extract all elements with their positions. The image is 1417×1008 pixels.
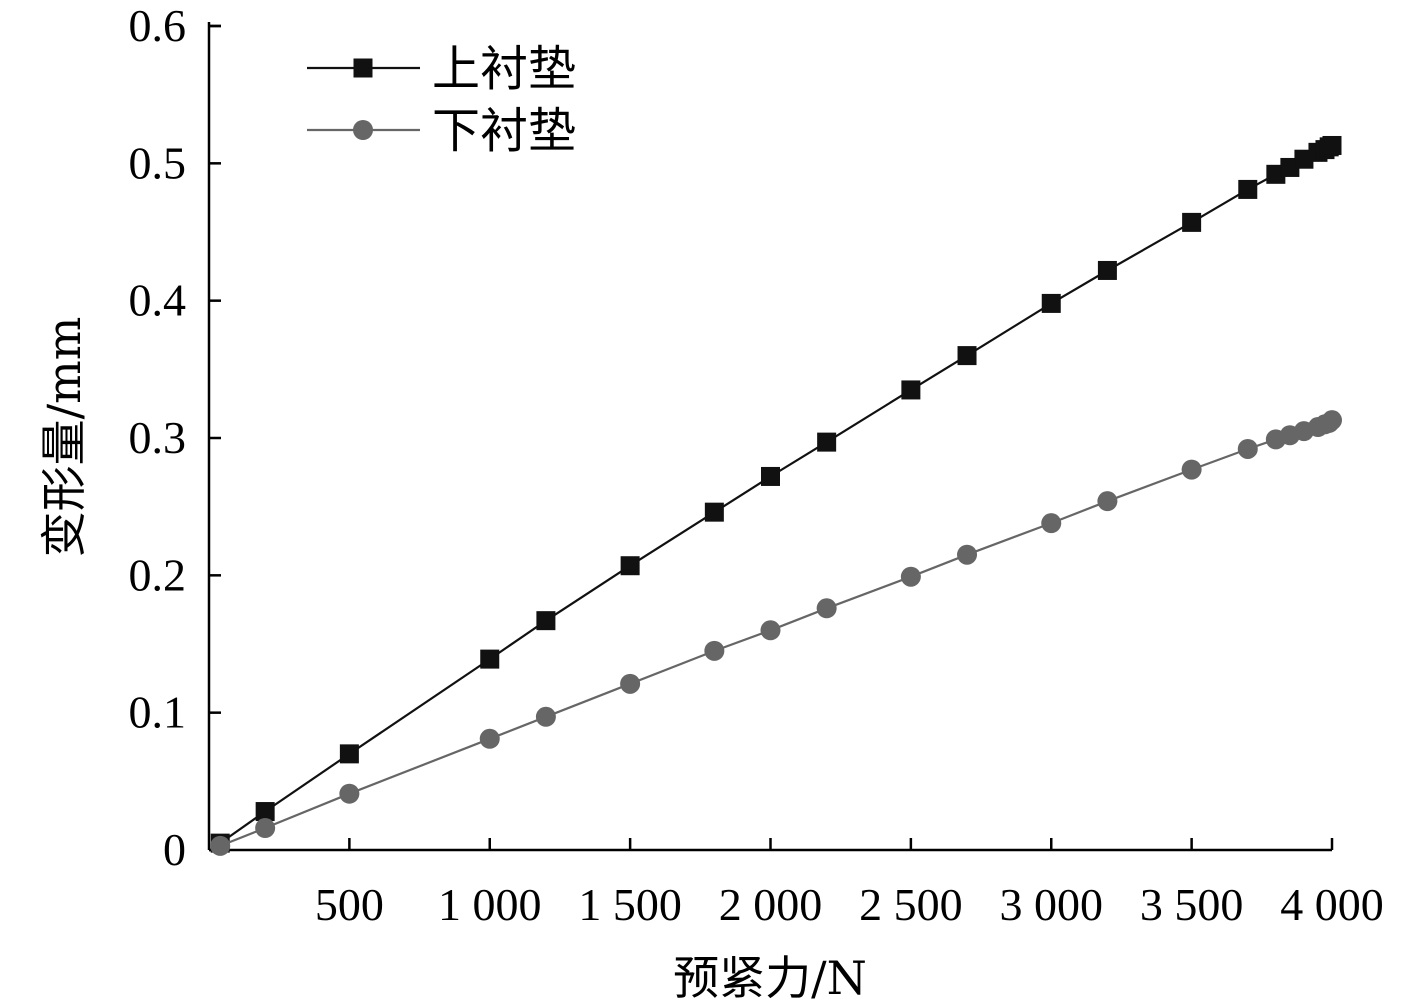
data-point — [1097, 491, 1118, 512]
series-2 — [210, 410, 1342, 856]
data-point — [1322, 410, 1342, 431]
data-point — [900, 566, 921, 587]
x-tick-label: 2 000 — [719, 879, 823, 930]
x-tick-label: 4 000 — [1280, 879, 1384, 930]
y-tick-label: 0.1 — [129, 687, 187, 738]
series-line — [219, 144, 1333, 844]
legend-square-marker — [353, 58, 373, 78]
data-point — [255, 802, 275, 822]
data-point — [761, 466, 780, 486]
data-point — [1181, 459, 1202, 480]
legend-item-2: 下衬垫 — [307, 103, 576, 159]
y-tick-label: 0.3 — [129, 412, 187, 463]
data-point — [704, 502, 724, 522]
y-tick-label: 0 — [163, 824, 186, 875]
data-point — [1097, 260, 1117, 280]
data-point — [210, 835, 231, 856]
data-point — [817, 432, 837, 452]
data-point — [339, 744, 359, 764]
x-axis-title: 预紧力/N — [673, 951, 867, 1005]
x-tick-label: 2 500 — [859, 879, 963, 930]
x-tick-label: 3 000 — [1000, 879, 1104, 930]
y-axis-title: 变形量/mm — [37, 317, 91, 558]
legend-label: 下衬垫 — [432, 103, 576, 159]
y-tick-label: 0.6 — [129, 0, 187, 51]
axes: 0 0.1 0.2 0.3 0.4 0.5 0.6 500 1 000 1 500 2 000 2 5… — [129, 0, 1384, 930]
y-tick-label: 0.4 — [129, 275, 187, 326]
data-point — [760, 620, 781, 641]
data-point — [1322, 135, 1342, 155]
data-point — [480, 649, 500, 669]
data-point — [901, 380, 921, 400]
x-tick-label: 1 500 — [578, 879, 682, 930]
legend-label: 上衬垫 — [432, 41, 576, 97]
data-point — [620, 673, 641, 694]
series-1 — [210, 135, 1342, 853]
data-point — [957, 346, 977, 366]
data-point — [1182, 212, 1202, 232]
data-point — [339, 783, 360, 804]
x-tick-label: 500 — [315, 879, 384, 930]
legend-item-1: 上衬垫 — [307, 41, 576, 97]
y-tick-label: 0.5 — [129, 137, 187, 188]
data-point — [620, 556, 640, 576]
data-point — [957, 544, 978, 565]
data-point — [535, 706, 556, 727]
x-tick-label: 1 000 — [438, 879, 542, 930]
data-point — [816, 598, 837, 619]
legend-circle-marker — [353, 120, 373, 140]
data-point — [536, 611, 556, 631]
data-point — [1041, 513, 1062, 534]
data-point — [255, 818, 276, 839]
data-point — [1237, 438, 1258, 459]
y-tick-label: 0.2 — [129, 549, 187, 600]
data-point — [1041, 293, 1061, 313]
plot-area — [210, 135, 1342, 856]
data-point — [704, 640, 725, 661]
data-point — [1238, 179, 1258, 199]
x-tick-label: 3 500 — [1140, 879, 1244, 930]
data-point — [479, 728, 500, 749]
